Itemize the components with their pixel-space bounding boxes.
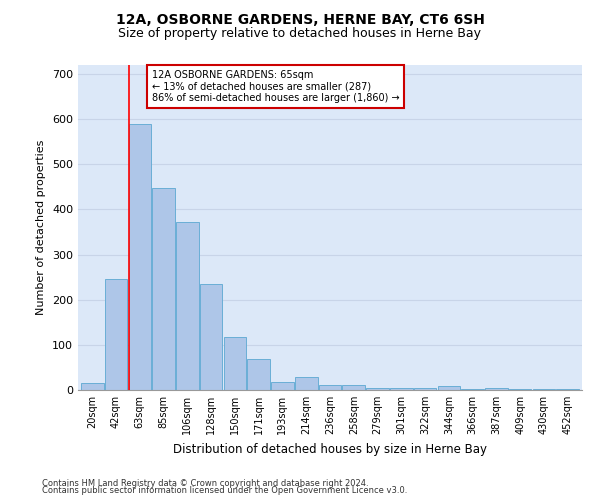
Bar xyxy=(556,388,579,390)
Text: 12A OSBORNE GARDENS: 65sqm
← 13% of detached houses are smaller (287)
86% of sem: 12A OSBORNE GARDENS: 65sqm ← 13% of deta… xyxy=(152,70,400,102)
Bar xyxy=(105,280,127,390)
Bar xyxy=(366,388,389,390)
Bar xyxy=(176,222,199,390)
Bar xyxy=(461,389,484,390)
Bar xyxy=(390,388,413,390)
Bar xyxy=(247,360,270,390)
Bar xyxy=(224,336,246,390)
Bar xyxy=(319,384,341,390)
Bar xyxy=(509,389,532,390)
Text: Contains HM Land Registry data © Crown copyright and database right 2024.: Contains HM Land Registry data © Crown c… xyxy=(42,478,368,488)
Bar xyxy=(128,124,151,390)
Text: Contains public sector information licensed under the Open Government Licence v3: Contains public sector information licen… xyxy=(42,486,407,495)
Bar xyxy=(485,388,508,390)
Text: Size of property relative to detached houses in Herne Bay: Size of property relative to detached ho… xyxy=(119,28,482,40)
Bar xyxy=(414,388,436,390)
Bar xyxy=(200,284,223,390)
Text: 12A, OSBORNE GARDENS, HERNE BAY, CT6 6SH: 12A, OSBORNE GARDENS, HERNE BAY, CT6 6SH xyxy=(116,12,484,26)
Bar xyxy=(81,383,104,390)
Bar xyxy=(295,378,317,390)
Bar xyxy=(152,188,175,390)
Bar xyxy=(271,382,294,390)
Bar xyxy=(437,386,460,390)
Y-axis label: Number of detached properties: Number of detached properties xyxy=(37,140,46,315)
Bar xyxy=(533,389,555,390)
X-axis label: Distribution of detached houses by size in Herne Bay: Distribution of detached houses by size … xyxy=(173,442,487,456)
Bar xyxy=(343,385,365,390)
